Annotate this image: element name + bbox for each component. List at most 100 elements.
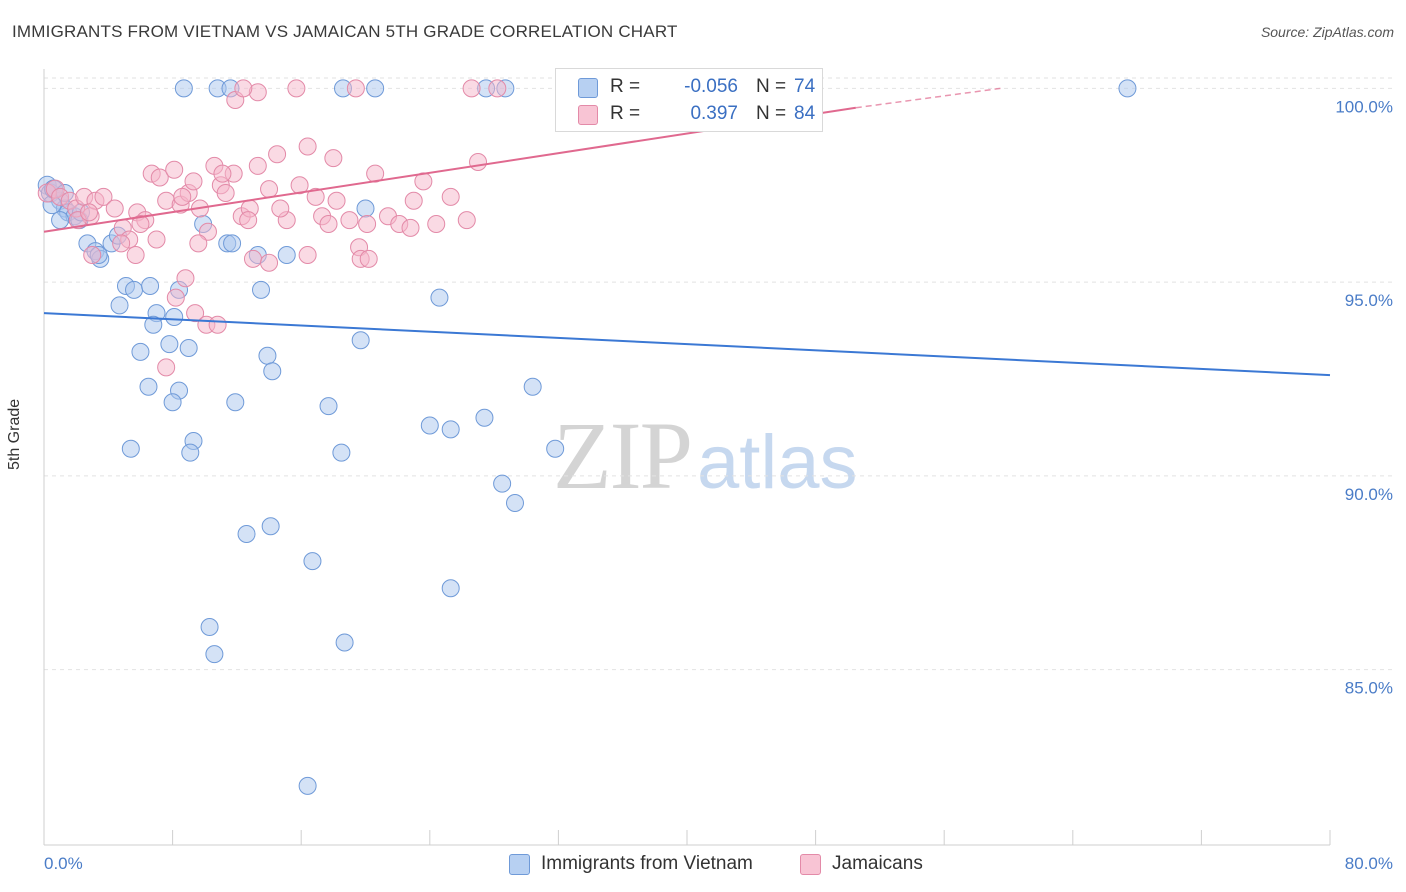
- vietnam-point: [200, 618, 219, 636]
- vietnam-point: [51, 211, 70, 230]
- vietnam-point: [1118, 79, 1137, 98]
- vietnam-point: [179, 339, 198, 357]
- vietnam-point: [335, 633, 354, 652]
- jamaican-point: [404, 191, 423, 210]
- vietnam-point: [351, 331, 370, 350]
- jamaican-point: [359, 249, 378, 268]
- vietnam-point: [475, 408, 494, 427]
- vietnam-point: [303, 552, 322, 571]
- vietnam-point: [252, 280, 271, 299]
- vietnam-point: [441, 579, 460, 598]
- jamaican-point: [401, 218, 420, 237]
- jamaican-point: [126, 246, 145, 264]
- legend-n-value: 74: [794, 76, 816, 97]
- vietnam-point: [160, 335, 179, 354]
- vietnam-point: [141, 277, 160, 295]
- vietnam-point: [261, 517, 280, 536]
- bottom-legend-swatch-vietnam: [509, 854, 530, 875]
- legend-n-label: N =: [756, 103, 787, 124]
- jamaican-point: [327, 191, 346, 210]
- vietnam-point: [366, 79, 385, 98]
- jamaican-point: [298, 137, 317, 156]
- jamaican-point: [488, 79, 507, 98]
- jamaican-point: [441, 187, 460, 206]
- vietnam-point: [298, 776, 317, 795]
- jamaican-point: [346, 79, 365, 98]
- bottom-legend-label: Jamaicans: [832, 853, 923, 874]
- vietnam-point: [205, 645, 224, 664]
- jamaican-point: [234, 79, 253, 98]
- jamaican-point: [105, 199, 124, 218]
- jamaican-point: [358, 215, 377, 233]
- vietnam-point: [263, 362, 282, 381]
- jamaican-point: [157, 358, 176, 377]
- jamaican-point: [94, 187, 113, 206]
- vietnam-point: [223, 234, 242, 253]
- jamaican-point: [287, 79, 306, 98]
- chart-title: IMMIGRANTS FROM VIETNAM VS JAMAICAN 5TH …: [12, 22, 678, 41]
- vietnam-point: [523, 377, 542, 396]
- vietnam-point: [319, 397, 338, 416]
- jamaican-trend-extension: [855, 87, 1001, 109]
- jamaican-point: [213, 164, 232, 183]
- vietnam-point: [420, 416, 439, 435]
- vietnam-point: [237, 525, 256, 543]
- jamaican-point: [216, 184, 235, 202]
- jamaican-point: [186, 304, 205, 323]
- jamaican-point: [248, 156, 267, 175]
- watermark: ZIPatlas: [553, 400, 858, 511]
- jamaican-point: [166, 288, 185, 307]
- vietnam-point: [505, 494, 524, 512]
- legend-n-label: N =: [756, 76, 787, 97]
- jamaican-point: [176, 269, 195, 288]
- vietnam-point: [125, 280, 144, 299]
- jamaican-point: [260, 180, 279, 199]
- vietnam-trend-line: [43, 312, 1331, 377]
- legend-r-label: R =: [610, 76, 641, 97]
- legend-swatch-vietnam: [578, 78, 598, 98]
- jamaican-point: [184, 172, 203, 191]
- jamaican-point: [83, 246, 102, 264]
- bottom-legend-label: Immigrants from Vietnam: [541, 853, 753, 874]
- y-tick-label: 85.0%: [1345, 679, 1393, 698]
- vietnam-point: [332, 443, 351, 462]
- legend-r-label: R =: [610, 103, 641, 124]
- watermark-atlas: atlas: [697, 420, 858, 505]
- jamaican-point: [198, 222, 217, 241]
- legend-r-value: -0.056: [684, 76, 738, 97]
- vietnam-point: [441, 420, 460, 439]
- vietnam-point: [258, 346, 277, 365]
- vietnam-point: [131, 342, 150, 361]
- jamaican-point: [427, 215, 446, 233]
- x-tick-label: 80.0%: [1345, 854, 1393, 873]
- jamaican-point: [268, 145, 287, 164]
- vietnam-point: [139, 377, 158, 396]
- y-tick-label: 95.0%: [1345, 291, 1393, 310]
- vietnam-point: [277, 246, 296, 264]
- vietnam-point: [165, 308, 184, 326]
- jamaican-point: [173, 187, 192, 206]
- bottom-legend-swatch-jamaicans: [800, 854, 821, 875]
- vietnam-point: [226, 393, 245, 412]
- jamaican-point: [150, 168, 169, 187]
- jamaican-point: [469, 153, 488, 171]
- jamaican-point: [80, 203, 99, 222]
- jamaican-point: [319, 215, 338, 233]
- jamaican-point: [271, 199, 290, 218]
- jamaican-point: [324, 149, 343, 168]
- jamaican-point: [260, 253, 279, 272]
- vietnam-point: [493, 474, 512, 493]
- jamaican-point: [298, 246, 317, 264]
- correlation-legend: R = -0.056 N = 74 R = 0.397 N = 84: [555, 68, 823, 132]
- legend-swatch-jamaicans: [578, 105, 598, 125]
- legend-r-value: 0.397: [690, 103, 738, 124]
- jamaican-point: [457, 211, 476, 230]
- jamaican-point: [462, 79, 481, 98]
- jamaican-point: [112, 234, 131, 253]
- jamaican-point: [189, 234, 208, 253]
- jamaican-point: [208, 315, 227, 334]
- legend-n-value: 84: [794, 103, 816, 124]
- jamaican-point: [239, 211, 258, 230]
- jamaican-point: [306, 187, 325, 206]
- x-tick-label: 0.0%: [44, 854, 83, 873]
